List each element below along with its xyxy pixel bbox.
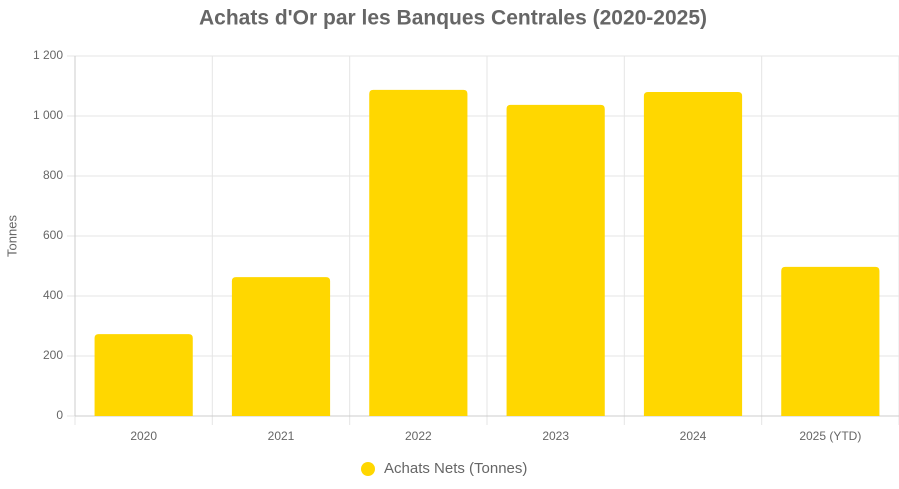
legend-label: Achats Nets (Tonnes) bbox=[384, 460, 527, 477]
x-tick-label: 2025 (YTD) bbox=[799, 429, 861, 443]
y-tick-label: 400 bbox=[43, 288, 63, 302]
bar bbox=[94, 334, 193, 416]
chart-title: Achats d'Or par les Banques Centrales (2… bbox=[199, 7, 707, 30]
bar bbox=[643, 92, 743, 416]
y-tick-label: 600 bbox=[43, 228, 63, 242]
legend-marker bbox=[361, 462, 375, 476]
x-tick-label: 2023 bbox=[542, 429, 569, 443]
y-tick-label: 800 bbox=[43, 168, 63, 182]
bar bbox=[369, 89, 468, 417]
x-tick-label: 2021 bbox=[268, 429, 295, 443]
y-tick-label: 1 200 bbox=[33, 48, 63, 62]
bar bbox=[781, 266, 880, 416]
x-tick-label: 2020 bbox=[130, 429, 157, 443]
bar bbox=[506, 104, 605, 417]
y-axis-label: Tonnes bbox=[4, 215, 19, 257]
bar bbox=[231, 277, 331, 416]
x-tick-label: 2022 bbox=[405, 429, 432, 443]
y-tick-label: 1 000 bbox=[33, 108, 63, 122]
y-tick-label: 0 bbox=[56, 408, 63, 422]
x-tick-label: 2024 bbox=[680, 429, 707, 443]
y-tick-label: 200 bbox=[43, 348, 63, 362]
